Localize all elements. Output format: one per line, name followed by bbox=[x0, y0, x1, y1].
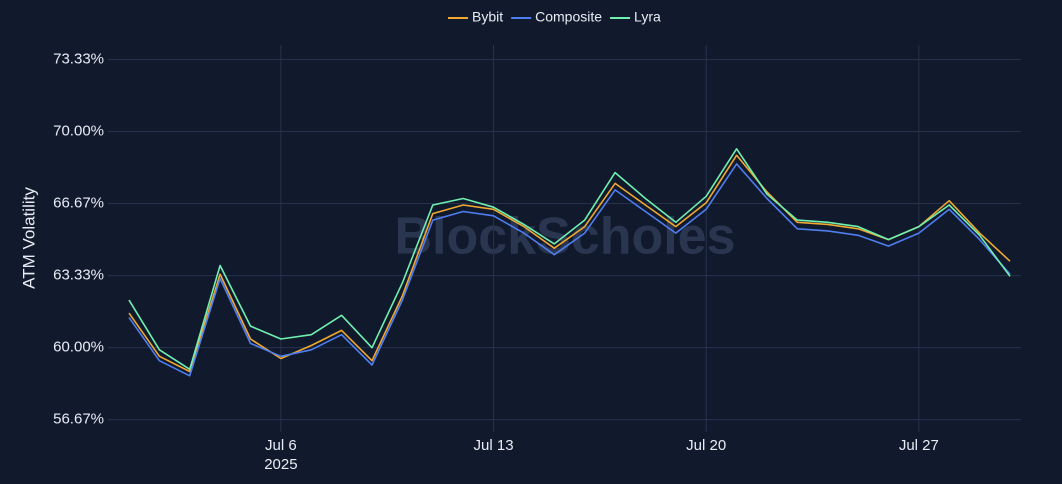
y-tick-label: 60.00% bbox=[53, 339, 104, 356]
series-line bbox=[128, 163, 1011, 377]
y-tick-label: 56.67% bbox=[53, 411, 104, 428]
y-tick-label: 66.67% bbox=[53, 194, 104, 211]
series-line bbox=[128, 154, 1011, 373]
y-tick-label: 63.33% bbox=[53, 267, 104, 284]
watermark: BlockScholes bbox=[394, 208, 735, 266]
legend-label: Composite bbox=[535, 9, 602, 25]
y-axis-label: ATM Volatility bbox=[19, 187, 38, 289]
legend: Bybit Composite Lyra bbox=[448, 9, 661, 25]
y-tick-label: 73.33% bbox=[53, 50, 104, 67]
x-tick-label: Jul 20 bbox=[686, 437, 726, 454]
legend-label: Bybit bbox=[472, 9, 503, 25]
x-tick-label: Jul 13 bbox=[474, 437, 514, 454]
x-tick-label: Jul 6 bbox=[265, 437, 297, 454]
y-tick-label: 70.00% bbox=[53, 122, 104, 139]
series-line bbox=[128, 148, 1011, 371]
x-tick-label: Jul 27 bbox=[899, 437, 939, 454]
x-tick-year: 2025 bbox=[264, 456, 297, 473]
legend-label: Lyra bbox=[634, 9, 661, 25]
